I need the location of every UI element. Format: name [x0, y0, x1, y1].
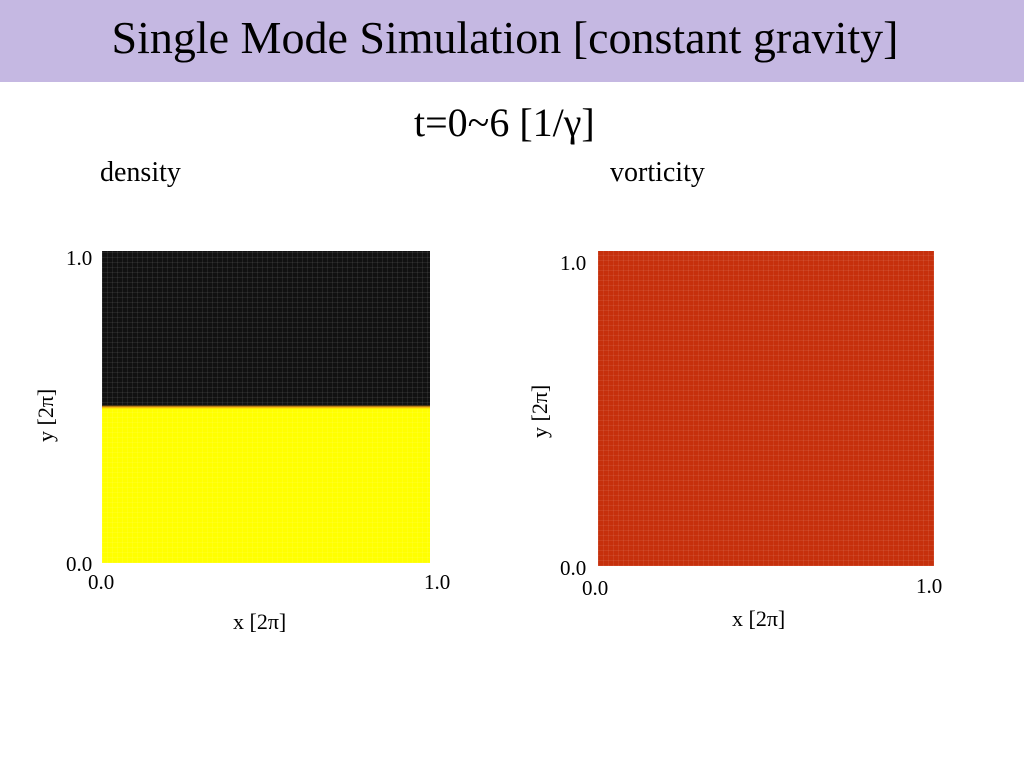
- vorticity-ylabel: y [2π]: [527, 384, 552, 438]
- vorticity-ytick-top: 1.0: [560, 251, 587, 275]
- vorticity-field-region: [598, 251, 934, 566]
- density-heatmap: [102, 251, 430, 563]
- slide-title: Single Mode Simulation [constant gravity…: [111, 12, 899, 63]
- vorticity-ytick-bottom: 0.0: [560, 556, 587, 580]
- density-ytick-bottom: 0.0: [66, 552, 93, 576]
- density-xlabel: x [2π]: [233, 609, 287, 634]
- vorticity-heatmap: [598, 251, 934, 566]
- vorticity-xtick-left: 0.0: [582, 576, 609, 600]
- density-xtick-left: 0.0: [88, 570, 115, 594]
- vorticity-xlabel: x [2π]: [732, 606, 786, 631]
- density-ylabel: y [2π]: [33, 388, 58, 442]
- density-panel-label: density: [100, 157, 181, 188]
- density-lower-region: [102, 407, 430, 563]
- title-bar: Single Mode Simulation [constant gravity…: [0, 0, 1024, 82]
- density-xtick-right: 1.0: [424, 570, 451, 594]
- vorticity-xtick-right: 1.0: [916, 574, 943, 598]
- density-ytick-top: 1.0: [66, 246, 93, 270]
- vorticity-panel-label: vorticity: [610, 157, 705, 188]
- density-interface-line: [102, 405, 430, 409]
- time-range-subtitle: t=0~6 [1/γ]: [414, 100, 595, 145]
- density-upper-region: [102, 251, 430, 407]
